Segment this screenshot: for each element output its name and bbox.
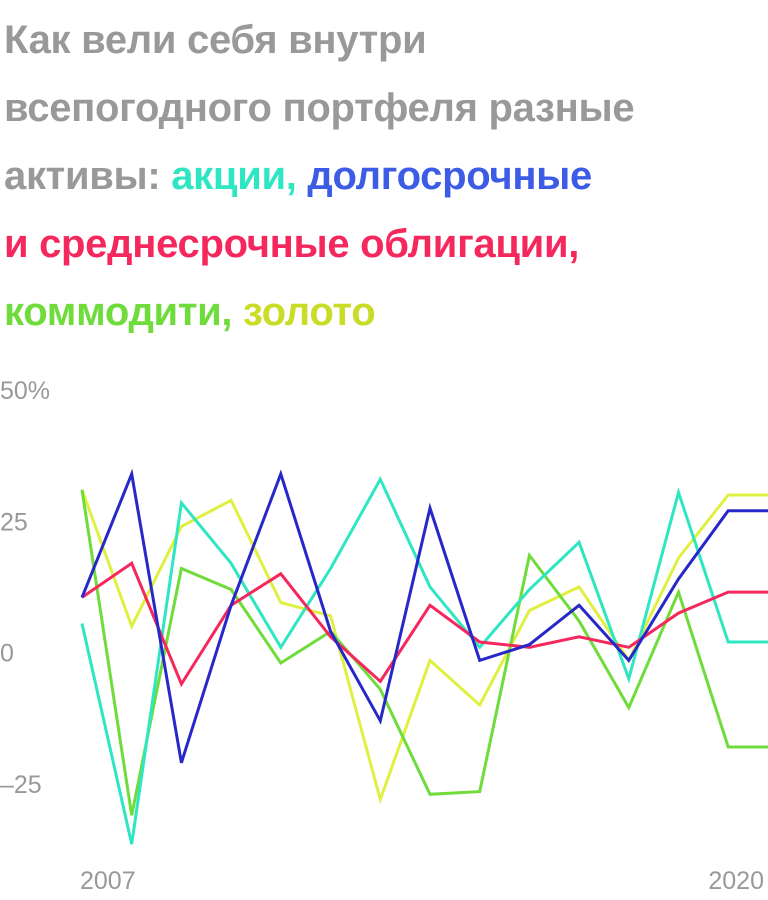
y-tick-label: 50% <box>0 377 50 405</box>
title-segment-gold: золото <box>243 290 376 334</box>
title-segment-plain: всепогодного портфеля разные <box>4 86 635 130</box>
series-lines <box>80 468 768 845</box>
series-line-mid <box>81 561 768 688</box>
series-line-stocks <box>80 475 768 845</box>
title-segment-long: долгосрочные <box>307 154 592 198</box>
title-segment-plain: активы: <box>4 154 172 198</box>
series-line-long <box>80 468 768 764</box>
x-tick-label: 2020 <box>708 867 764 895</box>
x-tick-label: 2007 <box>80 867 136 895</box>
series-line-gold <box>80 489 768 805</box>
title-segment-mid: и среднесрочные облигации, <box>4 222 580 266</box>
title-segment-plain: Как вели себя внутри <box>4 18 427 62</box>
y-tick-label: 0 <box>0 640 14 668</box>
title-line: коммодити, золото <box>4 278 764 346</box>
y-axis-ticks: 50% 25 0 –25 <box>0 377 50 799</box>
title-line: активы: акции, долгосрочные <box>4 142 764 210</box>
x-axis-ticks: 2007 2020 <box>80 867 764 895</box>
title-line: всепогодного портфеля разные <box>4 74 764 142</box>
y-tick-label: –25 <box>0 771 42 799</box>
chart-title: Как вели себя внутри всепогодного портфел… <box>4 6 764 346</box>
y-tick-label: 25 <box>0 508 28 536</box>
title-segment-commodities: коммодити, <box>4 290 244 334</box>
title-segment-stocks: акции, <box>171 154 308 198</box>
series-line-commodities <box>80 489 768 816</box>
title-line: Как вели себя внутри <box>4 6 764 74</box>
title-line: и среднесрочные облигации, <box>4 210 764 278</box>
